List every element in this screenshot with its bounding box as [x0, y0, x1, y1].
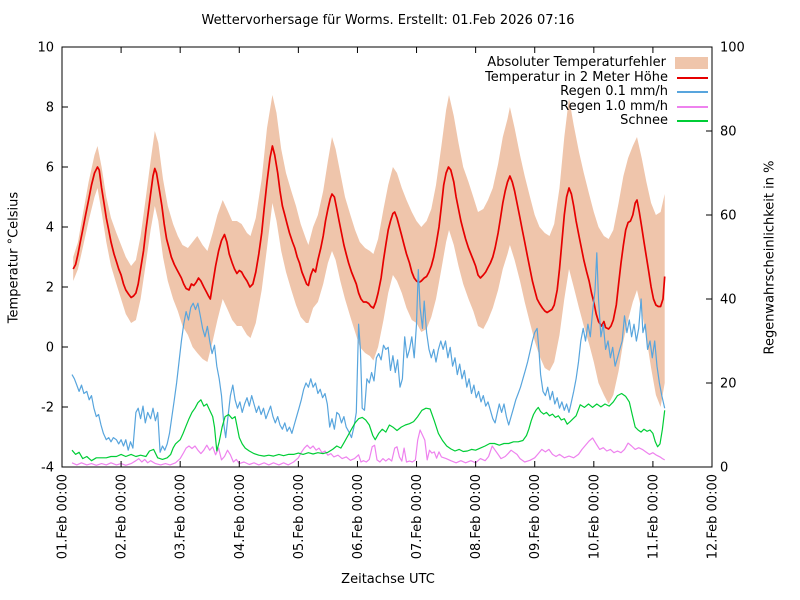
legend-item: Regen 1.0 mm/h — [0, 98, 708, 115]
legend-item: Absoluter Temperaturfehler — [0, 55, 708, 71]
legend-label: Schnee — [620, 113, 668, 128]
temperature-error-band — [73, 95, 665, 407]
series-line-schnee — [71, 392, 666, 462]
y-right-tick-label: 40 — [720, 293, 737, 308]
chart-title: Wettervorhersage für Worms. Erstellt: 01… — [201, 13, 575, 28]
x-tick-label: 05.Feb 00:00 — [292, 474, 307, 559]
legend-item: Temperatur in 2 Meter Höhe — [0, 69, 708, 86]
y-right-tick-label: 80 — [720, 125, 737, 140]
legend-item: Schnee — [0, 113, 708, 129]
series-line-temperatur-in-2-meter-h-he — [72, 145, 666, 330]
legend-line-swatch — [677, 76, 708, 79]
y-left-tick-label: 2 — [46, 281, 54, 296]
legend-line-swatch — [677, 91, 708, 94]
y-left-tick-label: -2 — [41, 401, 54, 416]
x-tick-label: 02.Feb 00:00 — [115, 474, 130, 559]
legend-line-swatch — [677, 105, 708, 108]
y-right-tick-label: 20 — [720, 377, 737, 392]
legend-label: Temperatur in 2 Meter Höhe — [485, 69, 668, 85]
y-left-tick-label: 0 — [46, 341, 54, 356]
legend-item: Regen 0.1 mm/h — [0, 84, 708, 100]
x-tick-label: 08.Feb 00:00 — [469, 474, 484, 559]
y-right-tick-label: 0 — [720, 461, 728, 476]
legend-line-swatch — [677, 120, 708, 123]
x-tick-label: 06.Feb 00:00 — [351, 474, 366, 559]
x-tick-label: 11.Feb 00:00 — [646, 474, 661, 559]
x-tick-label: 10.Feb 00:00 — [587, 474, 602, 559]
legend-label: Regen 1.0 mm/h — [560, 98, 668, 114]
x-tick-label: 03.Feb 00:00 — [174, 474, 189, 559]
x-tick-label: 01.Feb 00:00 — [56, 474, 71, 559]
x-tick-label: 12.Feb 00:00 — [706, 474, 721, 559]
y-left-tick-label: -4 — [41, 461, 54, 476]
series-line-regen-0-1-mm-h — [71, 252, 666, 453]
y-axis-right-label: Regenwahrscheinlichkeit in % — [762, 160, 778, 355]
y-axis-left-label: Temperatur °Celsius — [6, 191, 22, 324]
y-left-tick-label: 10 — [37, 41, 54, 56]
y-right-tick-label: 60 — [720, 209, 737, 224]
y-right-tick-label: 100 — [720, 41, 745, 56]
series-line-regen-1-0-mm-h — [71, 429, 665, 466]
y-left-tick-label: 8 — [46, 101, 54, 116]
legend-band-swatch — [675, 57, 708, 70]
x-tick-label: 07.Feb 00:00 — [410, 474, 425, 559]
legend: Absoluter Temperaturfehler Temperatur in … — [0, 55, 708, 129]
legend-label: Regen 0.1 mm/h — [560, 84, 668, 99]
plot-frame — [61, 46, 713, 468]
x-tick-label: 04.Feb 00:00 — [233, 474, 248, 559]
x-axis-label: Zeitachse UTC — [341, 572, 435, 587]
legend-label: Absoluter Temperaturfehler — [487, 55, 666, 70]
x-tick-label: 09.Feb 00:00 — [528, 474, 543, 559]
y-left-tick-label: 6 — [46, 161, 54, 176]
y-left-tick-label: 4 — [46, 221, 54, 236]
